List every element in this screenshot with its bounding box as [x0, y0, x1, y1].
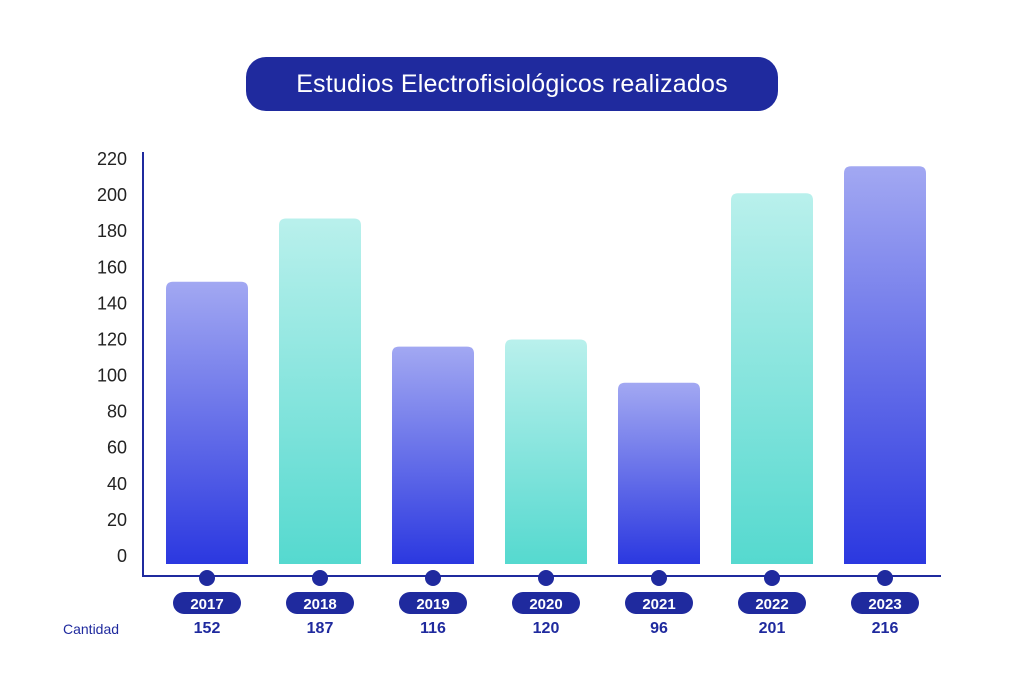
x-axis-labels: 2017 152 2018 187 2019 116 2020 120 2021 96 2022 20…	[173, 570, 919, 637]
data-label: 216	[872, 620, 899, 637]
x-tick-label: 2020	[529, 596, 562, 613]
x-tick-label: 2023	[868, 596, 901, 613]
y-tick-label: 40	[107, 474, 127, 494]
axis-dot	[877, 570, 893, 586]
y-tick-label: 0	[117, 546, 127, 566]
axis-dot	[425, 570, 441, 586]
bar-2018	[279, 218, 361, 565]
y-tick-label: 140	[97, 293, 127, 313]
row-label-cantidad: Cantidad	[63, 621, 120, 637]
y-axis-ticks: 0 20 40 60 80 100 120 140 160 180 200 220	[97, 149, 127, 566]
bar-2022	[731, 193, 813, 564]
data-label: 152	[194, 620, 221, 637]
y-tick-label: 80	[107, 402, 127, 422]
axis-dot	[199, 570, 215, 586]
x-tick-label: 2018	[303, 596, 336, 613]
x-tick-label: 2019	[416, 596, 449, 613]
chart-title: Estudios Electrofisiológicos realizados	[246, 57, 778, 111]
year-pill	[173, 592, 241, 614]
bar-2021	[618, 382, 700, 564]
y-tick-label: 160	[97, 257, 127, 277]
axis-dot	[312, 570, 328, 586]
axis-dot	[651, 570, 667, 586]
bar-2017	[166, 281, 248, 564]
x-tick-label: 2017	[190, 596, 223, 613]
y-tick-label: 100	[97, 366, 127, 386]
bar-2020	[505, 339, 587, 564]
axis-dot	[764, 570, 780, 586]
year-pill	[851, 592, 919, 614]
year-pill	[625, 592, 693, 614]
x-tick-label: 2021	[642, 596, 675, 613]
y-tick-label: 120	[97, 329, 127, 349]
y-tick-label: 180	[97, 221, 127, 241]
year-pill	[512, 592, 580, 614]
bars	[166, 166, 926, 565]
bar-2023	[844, 166, 926, 564]
year-pill	[399, 592, 467, 614]
bar-2019	[392, 346, 474, 564]
data-label: 116	[420, 620, 446, 637]
year-pill	[286, 592, 354, 614]
data-label: 120	[533, 620, 560, 637]
y-tick-label: 60	[107, 438, 127, 458]
year-pill	[738, 592, 806, 614]
data-label: 201	[759, 620, 786, 637]
y-tick-label: 20	[107, 510, 127, 530]
y-tick-label: 220	[97, 149, 127, 169]
x-tick-label: 2022	[755, 596, 788, 613]
y-tick-label: 200	[97, 185, 127, 205]
data-label: 187	[307, 620, 334, 637]
axis-dot	[538, 570, 554, 586]
data-label: 96	[650, 620, 668, 637]
